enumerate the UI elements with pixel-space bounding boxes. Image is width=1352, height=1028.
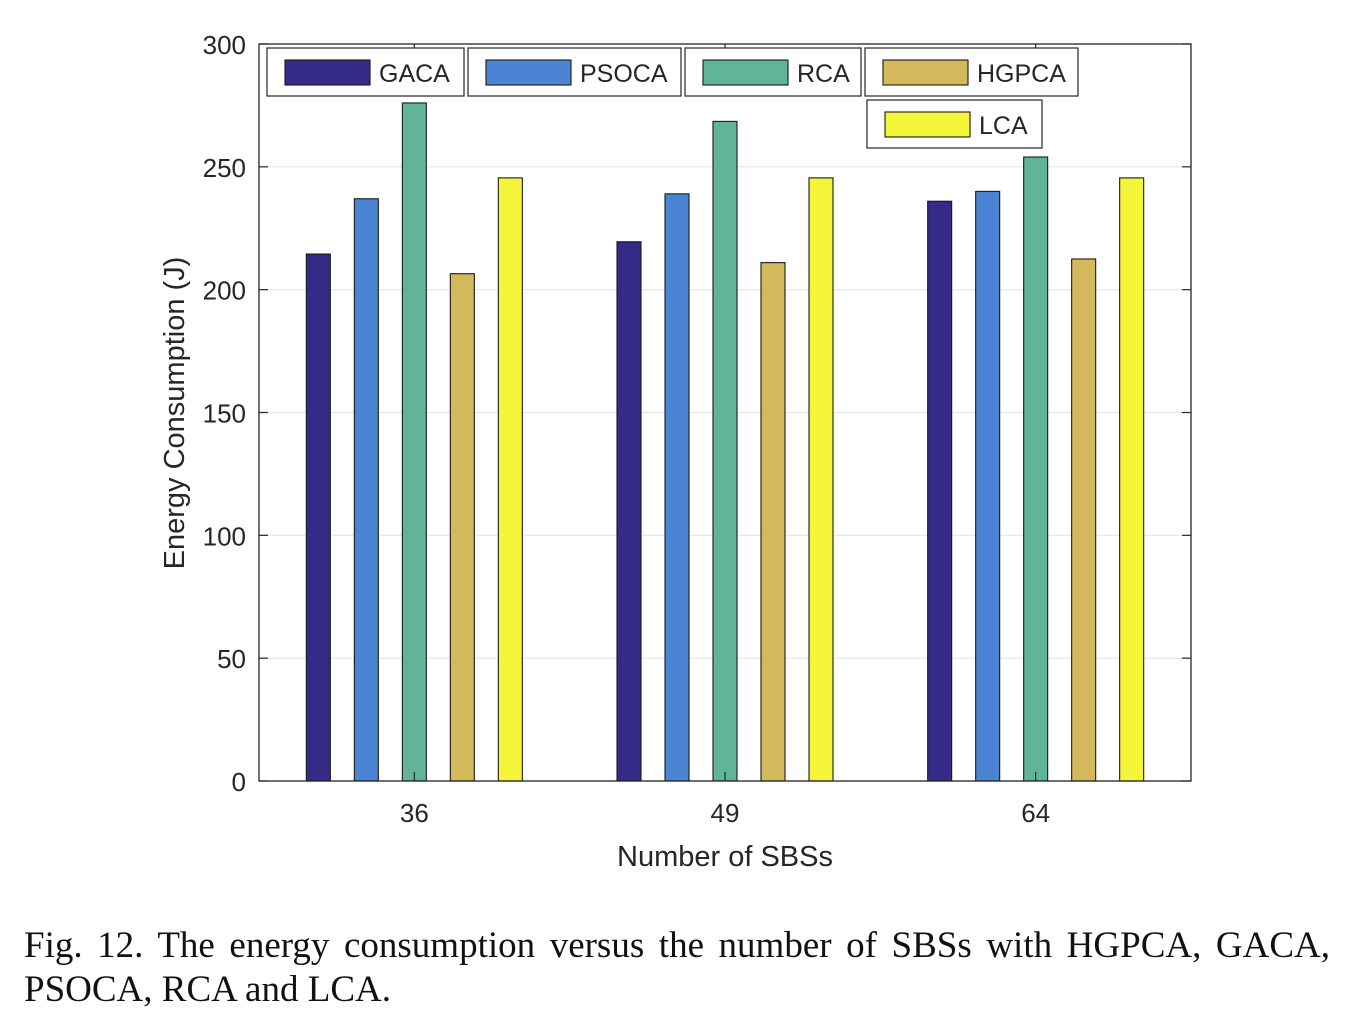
bar-gaca-36	[305, 253, 331, 782]
bar-hgpca-49	[760, 262, 786, 782]
axis-ticks: 0 50 100 150 200 250 300 36 49 64	[203, 30, 1191, 828]
bar-lca-64	[1119, 177, 1145, 782]
bar-psoca-49	[664, 193, 690, 782]
bar-rca-36	[401, 102, 427, 782]
bar-hgpca-36	[449, 273, 475, 782]
bar-psoca-64	[975, 190, 1001, 782]
y-tick-label: 50	[217, 644, 246, 674]
legend-swatch	[884, 111, 971, 138]
bar-psoca-36	[353, 198, 379, 782]
legend-item-hgpca: HGPCA	[864, 47, 1079, 97]
legend-swatch	[284, 59, 371, 86]
legend-item-psoca: PSOCA	[467, 47, 682, 97]
figure-caption: Fig. 12. The energy consumption versus t…	[24, 925, 1330, 1010]
x-tick-label: 64	[1021, 798, 1050, 828]
y-tick-label: 300	[203, 30, 246, 60]
bar-rca-49	[712, 120, 738, 782]
legend-label: GACA	[379, 60, 450, 88]
y-tick-label: 150	[203, 399, 246, 429]
bar-gaca-64	[927, 200, 953, 782]
y-tick-label: 0	[232, 767, 246, 797]
legend-swatch	[485, 59, 572, 86]
bar-lca-49	[808, 177, 834, 782]
legend-item-rca: RCA	[684, 47, 862, 97]
bar-series	[305, 102, 1145, 782]
legend-label: LCA	[979, 112, 1028, 140]
bar-lca-36	[497, 177, 523, 782]
y-axis-label: Energy Consumption (J)	[159, 257, 191, 570]
y-tick-label: 100	[203, 521, 246, 551]
legend: GACA PSOCA RCA HGPCA LCA	[266, 47, 1079, 149]
bar-rca-64	[1023, 156, 1049, 782]
legend-item-lca: LCA	[866, 99, 1043, 149]
bar-gaca-49	[616, 241, 642, 782]
y-tick-label: 200	[203, 276, 246, 306]
legend-item-gaca: GACA	[266, 47, 465, 97]
bar-hgpca-64	[1071, 258, 1097, 782]
legend-label: HGPCA	[977, 60, 1066, 88]
x-tick-label: 36	[400, 798, 429, 828]
x-tick-label: 49	[711, 798, 740, 828]
legend-label: RCA	[797, 60, 850, 88]
legend-swatch	[882, 59, 969, 86]
legend-label: PSOCA	[580, 60, 668, 88]
x-axis-label: Number of SBSs	[617, 841, 833, 873]
legend-swatch	[702, 59, 789, 86]
y-tick-label: 250	[203, 153, 246, 183]
